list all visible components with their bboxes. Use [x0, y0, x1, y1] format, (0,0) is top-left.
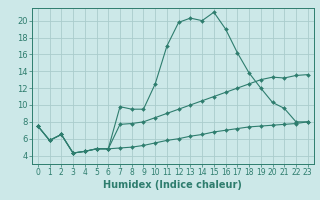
X-axis label: Humidex (Indice chaleur): Humidex (Indice chaleur)	[103, 180, 242, 190]
